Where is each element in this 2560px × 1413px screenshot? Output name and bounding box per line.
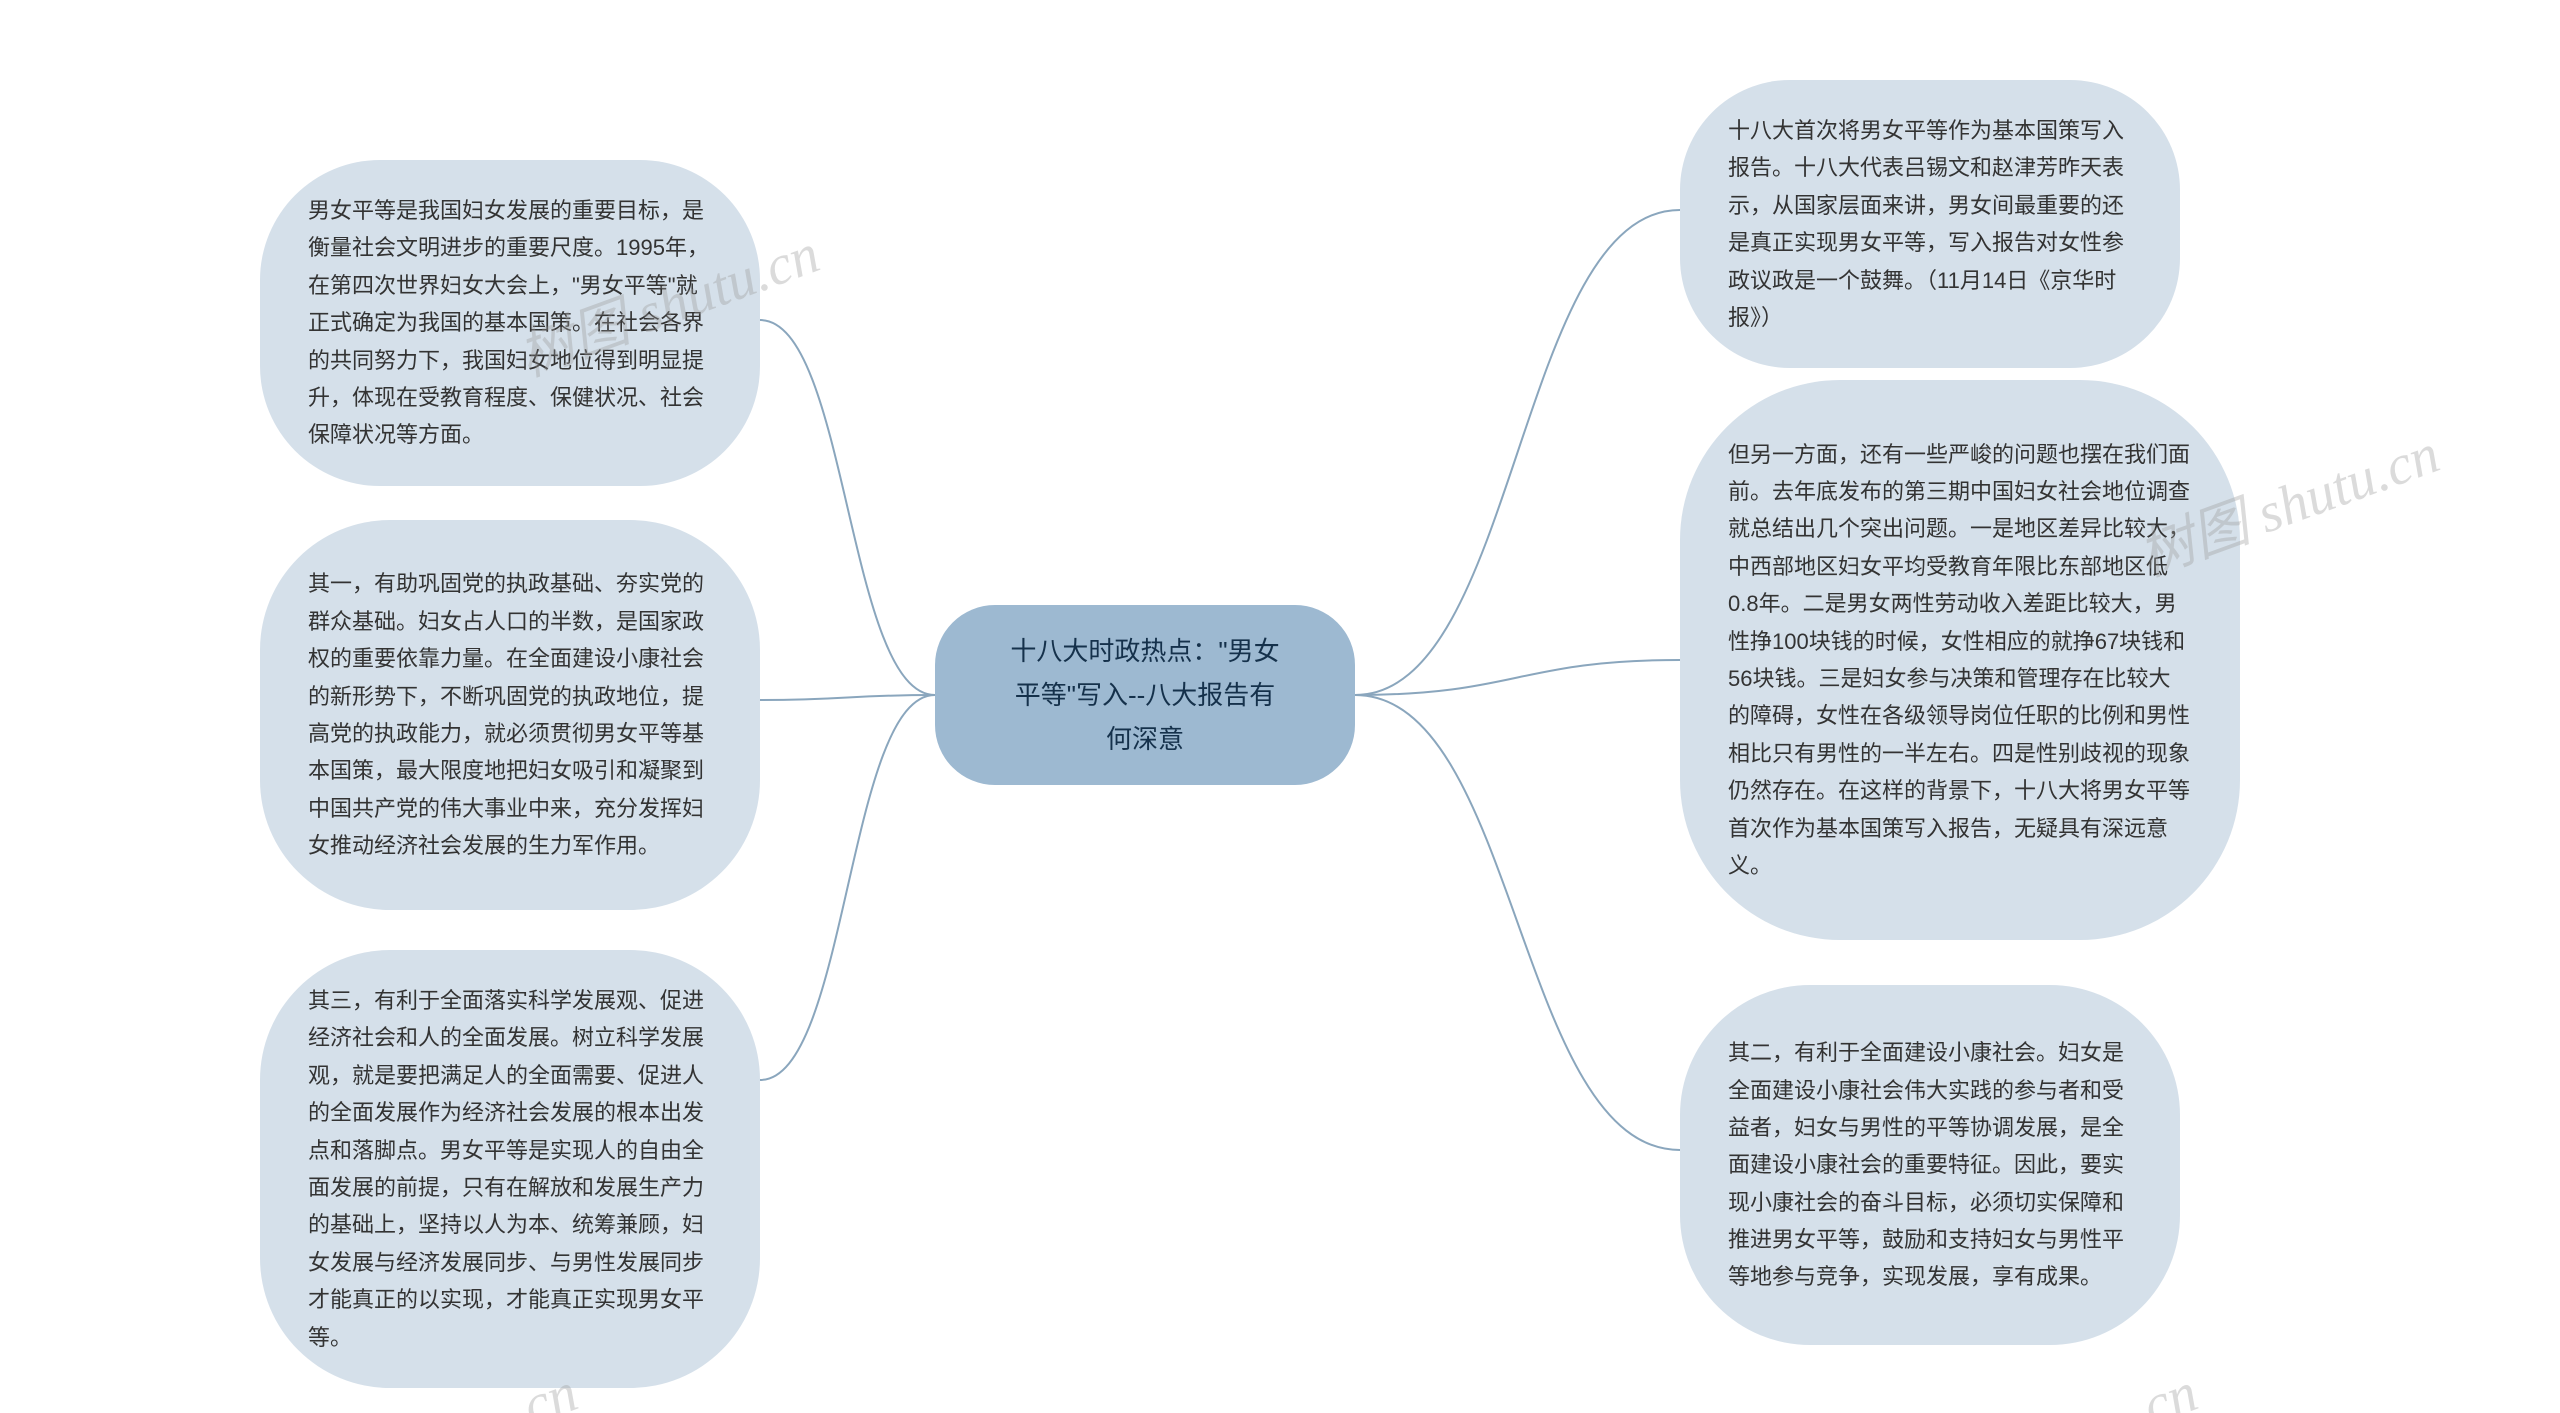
edge-right3 bbox=[1355, 695, 1680, 1150]
mindmap-canvas: 十八大时政热点："男女 平等"写入--八大报告有 何深意男女平等是我国妇女发展的… bbox=[0, 0, 2560, 1413]
edge-right1 bbox=[1355, 210, 1680, 695]
watermark-3: .cn bbox=[2121, 1360, 2206, 1413]
leaf-node-right2: 但另一方面，还有一些严峻的问题也摆在我们面前。去年底发布的第三期中国妇女社会地位… bbox=[1680, 380, 2240, 940]
leaf-node-left3: 其三，有利于全面落实科学发展观、促进经济社会和人的全面发展。树立科学发展观，就是… bbox=[260, 950, 760, 1388]
leaf-node-right3: 其二，有利于全面建设小康社会。妇女是全面建设小康社会伟大实践的参与者和受益者，妇… bbox=[1680, 985, 2180, 1345]
leaf-node-left1: 男女平等是我国妇女发展的重要目标，是衡量社会文明进步的重要尺度。1995年，在第… bbox=[260, 160, 760, 486]
edge-left2 bbox=[760, 695, 935, 700]
edge-left3 bbox=[760, 695, 935, 1080]
edge-right2 bbox=[1355, 660, 1680, 695]
center-node: 十八大时政热点："男女 平等"写入--八大报告有 何深意 bbox=[935, 605, 1355, 785]
leaf-node-right1: 十八大首次将男女平等作为基本国策写入报告。十八大代表吕锡文和赵津芳昨天表示，从国… bbox=[1680, 80, 2180, 368]
leaf-node-left2: 其一，有助巩固党的执政基础、夯实党的群众基础。妇女占人口的半数，是国家政权的重要… bbox=[260, 520, 760, 910]
edge-left1 bbox=[760, 320, 935, 695]
